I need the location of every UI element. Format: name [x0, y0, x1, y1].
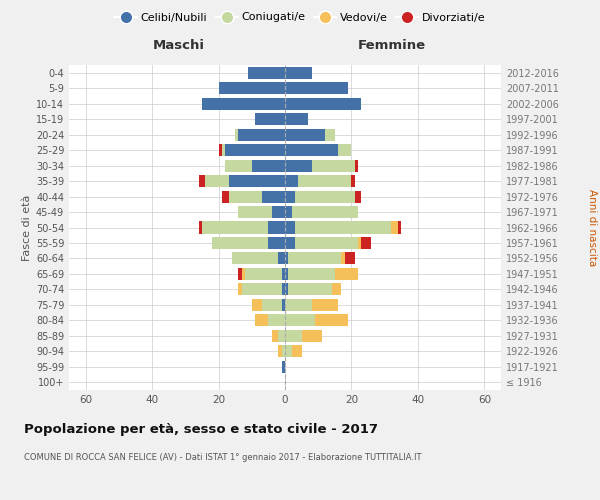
Bar: [335, 268, 358, 280]
Bar: [229, 190, 262, 202]
Text: Popolazione per età, sesso e stato civile - 2017: Popolazione per età, sesso e stato civil…: [24, 422, 378, 436]
Bar: [292, 206, 358, 218]
Bar: [252, 160, 285, 172]
Bar: [311, 160, 355, 172]
Bar: [248, 66, 285, 79]
Bar: [302, 330, 322, 342]
Bar: [238, 128, 285, 140]
Bar: [222, 144, 225, 156]
Bar: [295, 190, 355, 202]
Bar: [238, 268, 242, 280]
Bar: [285, 144, 338, 156]
Bar: [361, 237, 371, 249]
Bar: [238, 284, 242, 296]
Text: Femmine: Femmine: [357, 39, 425, 52]
Bar: [268, 314, 285, 326]
Bar: [285, 330, 302, 342]
Bar: [285, 66, 311, 79]
Bar: [332, 284, 341, 296]
Bar: [242, 284, 281, 296]
Bar: [199, 222, 202, 234]
Bar: [285, 299, 311, 311]
Bar: [285, 82, 348, 94]
Bar: [225, 144, 285, 156]
Bar: [285, 284, 289, 296]
Bar: [232, 252, 278, 264]
Bar: [345, 252, 355, 264]
Bar: [285, 206, 292, 218]
Bar: [352, 175, 355, 187]
Bar: [285, 175, 298, 187]
Bar: [235, 128, 238, 140]
Text: Anni di nascita: Anni di nascita: [587, 189, 597, 266]
Bar: [285, 98, 361, 110]
Bar: [225, 160, 252, 172]
Bar: [255, 314, 268, 326]
Bar: [295, 237, 358, 249]
Bar: [285, 190, 295, 202]
Bar: [355, 190, 361, 202]
Text: COMUNE DI ROCCA SAN FELICE (AV) - Dati ISTAT 1° gennaio 2017 - Elaborazione TUTT: COMUNE DI ROCCA SAN FELICE (AV) - Dati I…: [24, 452, 421, 462]
Bar: [199, 175, 205, 187]
Bar: [285, 237, 295, 249]
Bar: [398, 222, 401, 234]
Bar: [205, 175, 229, 187]
Bar: [285, 222, 295, 234]
Bar: [281, 346, 285, 358]
Bar: [285, 314, 315, 326]
Bar: [298, 175, 352, 187]
Bar: [281, 268, 285, 280]
Bar: [252, 299, 262, 311]
Bar: [289, 284, 332, 296]
Bar: [341, 252, 345, 264]
Bar: [268, 222, 285, 234]
Bar: [278, 252, 285, 264]
Bar: [281, 299, 285, 311]
Bar: [202, 222, 268, 234]
Bar: [315, 314, 348, 326]
Bar: [355, 160, 358, 172]
Bar: [278, 346, 281, 358]
Bar: [289, 252, 341, 264]
Bar: [281, 361, 285, 373]
Bar: [295, 222, 391, 234]
Bar: [281, 284, 285, 296]
Bar: [325, 128, 335, 140]
Bar: [272, 206, 285, 218]
Bar: [338, 144, 352, 156]
Bar: [218, 144, 222, 156]
Bar: [262, 190, 285, 202]
Bar: [391, 222, 398, 234]
Bar: [358, 237, 361, 249]
Bar: [285, 252, 289, 264]
Bar: [278, 330, 285, 342]
Bar: [202, 98, 285, 110]
Bar: [238, 206, 272, 218]
Bar: [222, 190, 229, 202]
Bar: [285, 346, 292, 358]
Bar: [262, 299, 281, 311]
Bar: [285, 113, 308, 125]
Bar: [272, 330, 278, 342]
Bar: [255, 113, 285, 125]
Bar: [292, 346, 302, 358]
Bar: [311, 299, 338, 311]
Bar: [285, 268, 289, 280]
Bar: [289, 268, 335, 280]
Bar: [229, 175, 285, 187]
Y-axis label: Fasce di età: Fasce di età: [22, 194, 32, 260]
Bar: [245, 268, 281, 280]
Bar: [285, 160, 311, 172]
Bar: [212, 237, 268, 249]
Bar: [242, 268, 245, 280]
Bar: [268, 237, 285, 249]
Legend: Celibi/Nubili, Coniugati/e, Vedovi/e, Divorziati/e: Celibi/Nubili, Coniugati/e, Vedovi/e, Di…: [110, 8, 490, 27]
Text: Maschi: Maschi: [152, 39, 205, 52]
Bar: [285, 128, 325, 140]
Bar: [218, 82, 285, 94]
